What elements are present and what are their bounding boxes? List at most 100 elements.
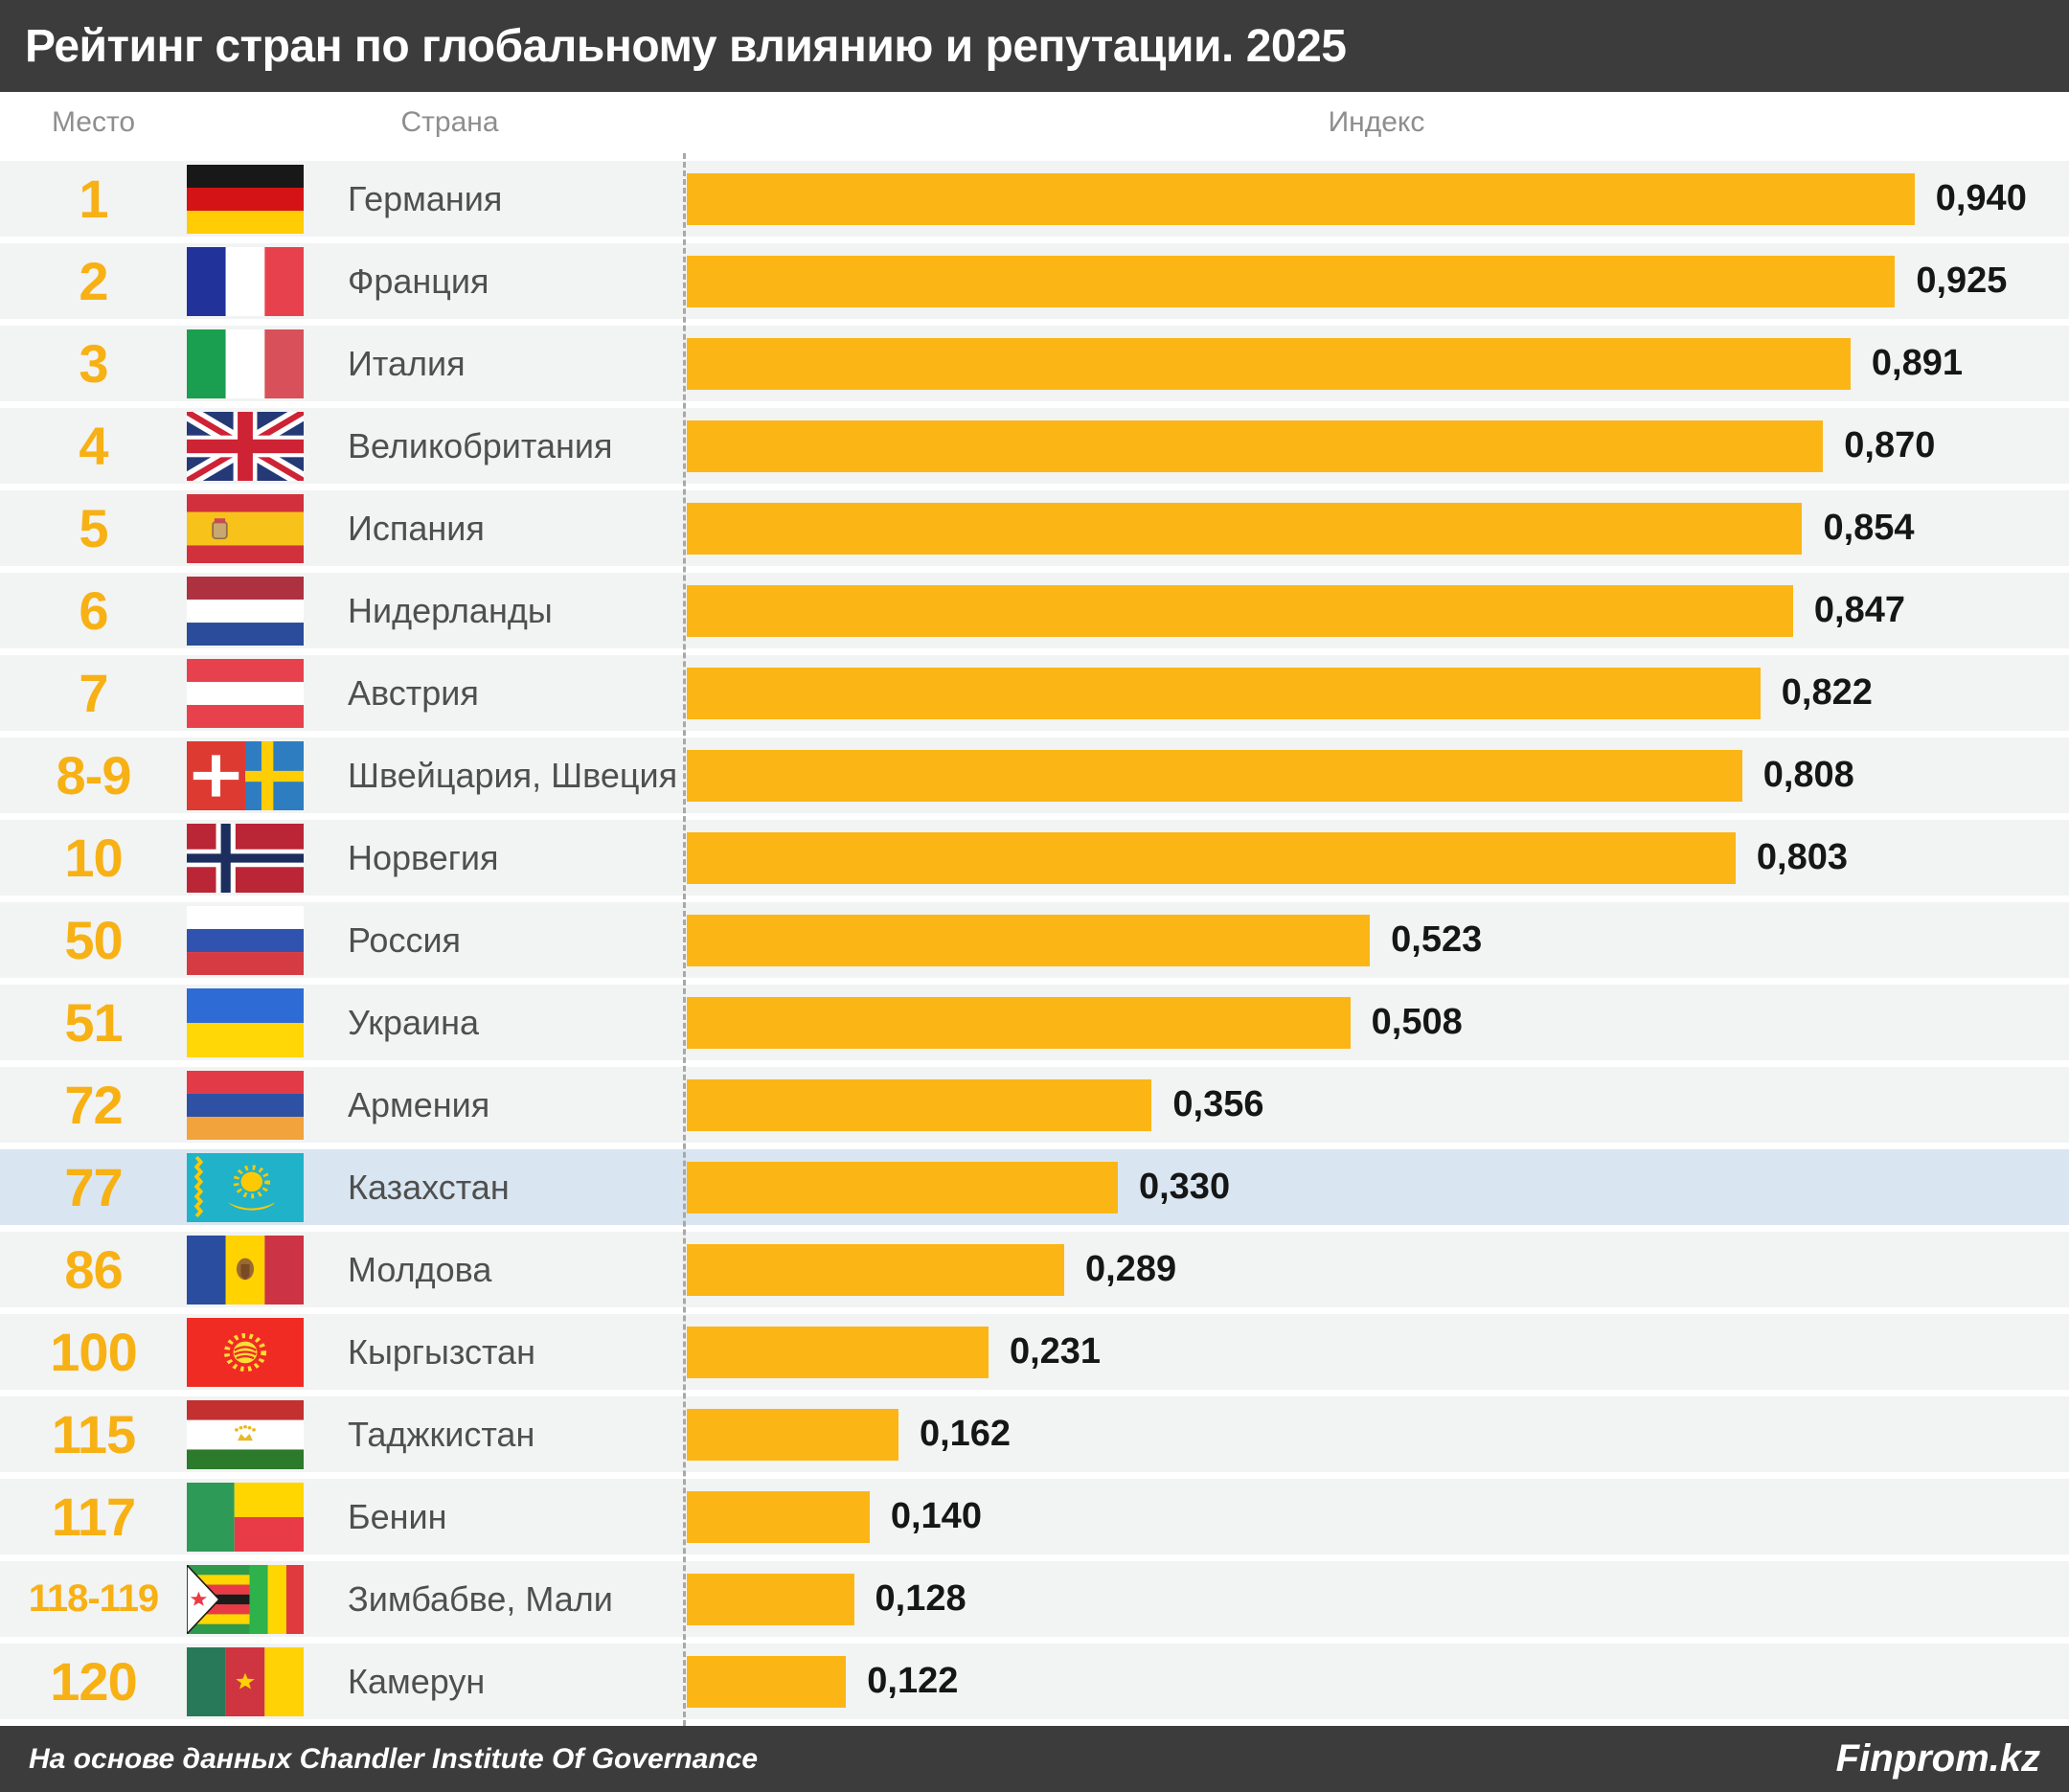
- rank-label: 120: [50, 1651, 137, 1712]
- index-bar: [687, 1490, 870, 1543]
- germany-flag-svg: [187, 164, 304, 234]
- rank-label: 6: [79, 580, 108, 641]
- country-row: 5 Испания 0,854: [0, 490, 2069, 566]
- country-name: Камерун: [348, 1661, 486, 1701]
- rank-label: 72: [64, 1075, 123, 1135]
- flag-icon-moldova: [187, 1235, 330, 1304]
- flag-icon-italy: [187, 329, 330, 398]
- column-headers: Место Страна Индекс: [0, 92, 2069, 153]
- kyrgyzstan-flag-svg: [187, 1317, 304, 1387]
- italy-flag-svg: [187, 329, 304, 398]
- flag-icon-ukraine: [187, 987, 330, 1057]
- country-name: Австрия: [348, 672, 479, 713]
- rank-label: 50: [64, 910, 123, 970]
- rank-label: 5: [79, 498, 108, 558]
- footer-bar: На основе данных Chandler Institute Of G…: [0, 1726, 2069, 1792]
- index-bar: [687, 996, 1351, 1049]
- rank-label: 117: [51, 1486, 136, 1547]
- flag-icon-kazakhstan: [187, 1152, 330, 1222]
- country-name: Норвегия: [348, 837, 499, 877]
- rank-label: 100: [50, 1322, 137, 1382]
- index-value-label: 0,808: [1762, 755, 1854, 795]
- index-value-label: 0,523: [1391, 919, 1483, 960]
- uk-flag-svg: [187, 411, 304, 481]
- index-bar-cell: 0,508: [684, 985, 2069, 1060]
- benin-flag-svg: [187, 1482, 304, 1552]
- country-row: 10 Норвегия 0,803: [0, 820, 2069, 896]
- index-value-label: 0,162: [919, 1414, 1012, 1454]
- country-name: Молдова: [348, 1249, 492, 1289]
- index-value-label: 0,822: [1781, 672, 1873, 713]
- index-bar-cell: 0,356: [684, 1067, 2069, 1143]
- index-value-label: 0,891: [1871, 343, 1964, 383]
- index-bar-cell: 0,162: [684, 1396, 2069, 1472]
- page-title: Рейтинг стран по глобальному влиянию и р…: [25, 20, 1347, 72]
- index-bar-cell: 0,940: [684, 161, 2069, 237]
- index-bar-cell: 0,847: [684, 573, 2069, 648]
- austria-flag-svg: [187, 658, 304, 728]
- country-row: 77 Казахстан 0,330: [0, 1149, 2069, 1225]
- flag-icon-spain: [187, 493, 330, 563]
- russia-flag-svg: [187, 905, 304, 975]
- rank-label: 4: [79, 416, 108, 476]
- index-value-label: 0,854: [1823, 508, 1915, 548]
- index-bar: [687, 1078, 1152, 1131]
- country-name: Италия: [348, 343, 466, 383]
- country-name: Таджкистан: [348, 1414, 535, 1454]
- flag-icon-tajikistan: [187, 1399, 330, 1469]
- country-name: Казахстан: [348, 1167, 510, 1207]
- index-bar: [687, 255, 1896, 307]
- index-bar: [687, 502, 1803, 555]
- france-flag-svg: [187, 246, 304, 316]
- index-bar-cell: 0,803: [684, 820, 2069, 896]
- index-bar-cell: 0,808: [684, 737, 2069, 813]
- cameroon-flag-svg: [187, 1646, 304, 1716]
- flag-icon-austria: [187, 658, 330, 728]
- index-bar: [687, 337, 1851, 390]
- index-bar-cell: 0,128: [684, 1561, 2069, 1637]
- index-value-label: 0,847: [1813, 590, 1905, 630]
- rank-label: 7: [79, 663, 108, 723]
- column-header-index: Индекс: [1328, 106, 1425, 138]
- index-bar-cell: 0,523: [684, 902, 2069, 978]
- country-name: Зимбабве, Мали: [348, 1578, 613, 1619]
- index-bar: [687, 172, 1915, 225]
- index-bar: [687, 1408, 898, 1461]
- index-bar: [687, 667, 1761, 719]
- netherlands-flag-svg: [187, 576, 304, 646]
- rank-label: 115: [51, 1404, 136, 1464]
- country-row: 4 Великобритания 0,870: [0, 408, 2069, 484]
- flag-icon-netherlands: [187, 576, 330, 646]
- flag-icon-norway: [187, 823, 330, 893]
- index-value-label: 0,925: [1916, 261, 2008, 301]
- column-header-rank: Место: [51, 106, 136, 138]
- index-bar-cell: 0,289: [684, 1232, 2069, 1307]
- flag-icon-kyrgyzstan: [187, 1317, 330, 1387]
- zimbabwe-mali-flag-svg: [187, 1564, 304, 1634]
- index-bar: [687, 1243, 1065, 1296]
- country-row: 115 Таджкистан 0,162: [0, 1396, 2069, 1472]
- index-bar: [687, 1573, 854, 1625]
- index-value-label: 0,508: [1371, 1002, 1463, 1042]
- country-row: 1 Германия 0,940: [0, 161, 2069, 237]
- tajikistan-flag-svg: [187, 1399, 304, 1469]
- country-row: 118-119 Зимбабве, Мали 0,128: [0, 1561, 2069, 1637]
- index-bar: [687, 831, 1736, 884]
- rank-label: 10: [64, 828, 123, 888]
- index-bar: [687, 1161, 1118, 1214]
- country-name: Россия: [348, 919, 462, 960]
- index-bar-cell: 0,140: [684, 1479, 2069, 1554]
- country-name: Швейцария, Швеция: [348, 755, 678, 795]
- country-name: Кыргызстан: [348, 1331, 535, 1372]
- index-value-label: 0,356: [1172, 1084, 1264, 1124]
- country-row: 3 Италия 0,891: [0, 326, 2069, 401]
- rank-label: 3: [79, 333, 108, 394]
- country-row: 86 Молдова 0,289: [0, 1232, 2069, 1307]
- rank-label: 1: [79, 169, 108, 229]
- index-bar-cell: 0,925: [684, 243, 2069, 319]
- index-bar-cell: 0,822: [684, 655, 2069, 731]
- index-value-label: 0,128: [875, 1578, 966, 1619]
- moldova-flag-svg: [187, 1235, 304, 1304]
- norway-flag-svg: [187, 823, 304, 893]
- country-name: Армения: [348, 1084, 490, 1124]
